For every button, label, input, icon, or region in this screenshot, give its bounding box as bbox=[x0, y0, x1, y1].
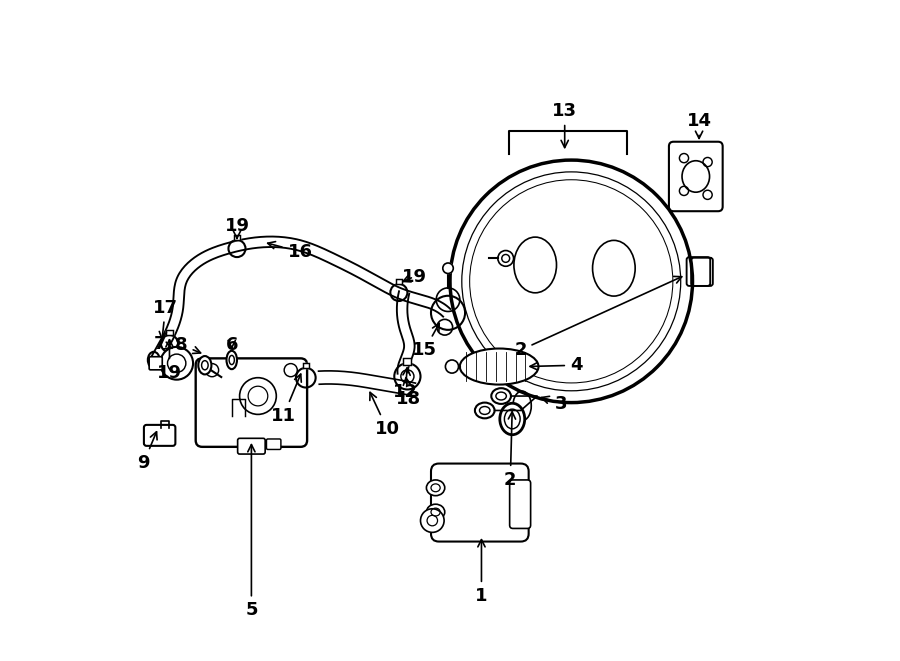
Text: 4: 4 bbox=[530, 356, 582, 374]
Text: 19: 19 bbox=[224, 217, 249, 239]
Ellipse shape bbox=[427, 504, 445, 520]
Text: 17: 17 bbox=[153, 299, 178, 339]
FancyBboxPatch shape bbox=[149, 357, 162, 369]
Bar bbox=[403, 358, 411, 365]
Text: 18: 18 bbox=[396, 377, 421, 408]
Ellipse shape bbox=[500, 403, 525, 435]
Circle shape bbox=[420, 509, 444, 532]
FancyBboxPatch shape bbox=[144, 425, 176, 446]
Text: 8: 8 bbox=[176, 336, 201, 354]
Ellipse shape bbox=[227, 351, 237, 369]
Ellipse shape bbox=[427, 480, 445, 496]
Bar bbox=[396, 279, 402, 284]
Bar bbox=[234, 235, 240, 240]
FancyBboxPatch shape bbox=[266, 439, 281, 449]
Bar bbox=[234, 235, 240, 240]
Bar bbox=[302, 363, 309, 368]
Text: 3: 3 bbox=[542, 395, 567, 413]
Bar bbox=[166, 330, 173, 335]
Circle shape bbox=[446, 360, 458, 373]
Bar bbox=[166, 330, 173, 335]
FancyBboxPatch shape bbox=[431, 463, 528, 541]
Text: 12: 12 bbox=[393, 368, 418, 401]
Text: 15: 15 bbox=[412, 323, 439, 359]
Bar bbox=[403, 358, 411, 365]
FancyBboxPatch shape bbox=[238, 438, 266, 454]
Text: 19: 19 bbox=[157, 340, 182, 382]
Text: 2: 2 bbox=[504, 412, 517, 489]
Text: 11: 11 bbox=[271, 374, 302, 425]
Text: 14: 14 bbox=[687, 112, 712, 138]
Bar bbox=[302, 363, 309, 368]
Bar bbox=[396, 279, 402, 284]
FancyBboxPatch shape bbox=[195, 358, 307, 447]
Ellipse shape bbox=[491, 388, 511, 404]
Ellipse shape bbox=[198, 356, 212, 374]
Text: 2: 2 bbox=[514, 276, 681, 359]
Text: 6: 6 bbox=[226, 336, 238, 354]
Ellipse shape bbox=[475, 403, 495, 418]
Circle shape bbox=[443, 263, 454, 274]
Text: 1: 1 bbox=[475, 539, 488, 605]
Text: 16: 16 bbox=[267, 241, 312, 261]
Ellipse shape bbox=[460, 348, 538, 385]
Text: 5: 5 bbox=[245, 445, 257, 619]
Text: 10: 10 bbox=[370, 393, 400, 438]
FancyBboxPatch shape bbox=[509, 480, 531, 528]
Text: 9: 9 bbox=[138, 432, 157, 472]
Text: 13: 13 bbox=[553, 102, 577, 147]
Text: 7: 7 bbox=[154, 334, 172, 352]
Circle shape bbox=[160, 347, 194, 379]
Text: 19: 19 bbox=[401, 268, 427, 286]
